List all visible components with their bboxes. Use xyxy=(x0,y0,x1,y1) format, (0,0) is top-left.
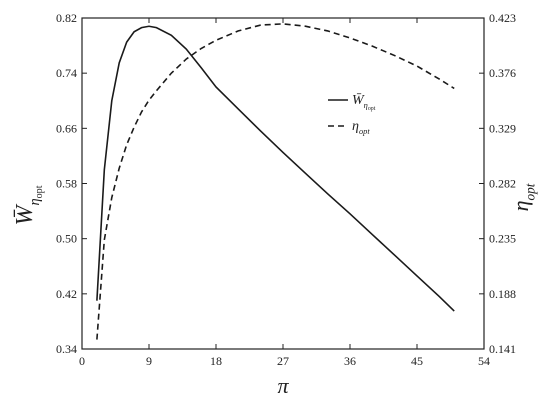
y-axis-label: W̄ηopt xyxy=(12,185,45,225)
y2-axis-label: ηopt xyxy=(508,183,538,211)
x-tick-label: 18 xyxy=(210,354,222,368)
x-tick-label: 0 xyxy=(79,354,85,368)
label-part: η xyxy=(508,200,533,211)
series-line xyxy=(96,23,455,340)
label-part: opt xyxy=(368,106,376,112)
series-line xyxy=(96,25,455,312)
legend-entry: W̄ηopt xyxy=(352,93,376,112)
y-tick-label: 0.66 xyxy=(56,121,77,135)
y-tick-label: 0.50 xyxy=(56,232,77,246)
label-part: η xyxy=(27,198,43,205)
y-tick-label: 0.58 xyxy=(56,177,77,191)
label-part: W̄ xyxy=(12,204,38,226)
legend-entry: ηopt xyxy=(352,119,370,136)
y-tick-label: 0.42 xyxy=(56,287,77,301)
y2-tick-label: 0.329 xyxy=(489,121,516,135)
y-tick-label: 0.82 xyxy=(56,11,77,25)
x-tick-label: 9 xyxy=(146,354,152,368)
y2-tick-label: 0.376 xyxy=(489,66,516,80)
label-part: opt xyxy=(34,185,45,198)
x-tick-label: 36 xyxy=(344,354,356,368)
y2-tick-label: 0.235 xyxy=(489,232,516,246)
x-tick-label: 54 xyxy=(478,354,490,368)
label-part: η xyxy=(364,101,368,110)
label-part: W̄ xyxy=(352,93,365,108)
y2-tick-label: 0.423 xyxy=(489,11,516,25)
y-tick-label: 0.34 xyxy=(56,342,77,356)
y2-tick-label: 0.282 xyxy=(489,177,516,191)
y2-tick-label: 0.141 xyxy=(489,342,516,356)
plot-frame xyxy=(81,17,485,350)
y-tick-label: 0.74 xyxy=(56,66,77,80)
x-tick-label: 45 xyxy=(411,354,423,368)
label-part: opt xyxy=(359,127,370,136)
y2-tick-label: 0.188 xyxy=(489,287,516,301)
x-axis-label: π xyxy=(277,373,289,398)
label-part: η xyxy=(352,119,359,134)
label-part: opt xyxy=(523,183,538,200)
x-tick-label: 27 xyxy=(277,354,289,368)
